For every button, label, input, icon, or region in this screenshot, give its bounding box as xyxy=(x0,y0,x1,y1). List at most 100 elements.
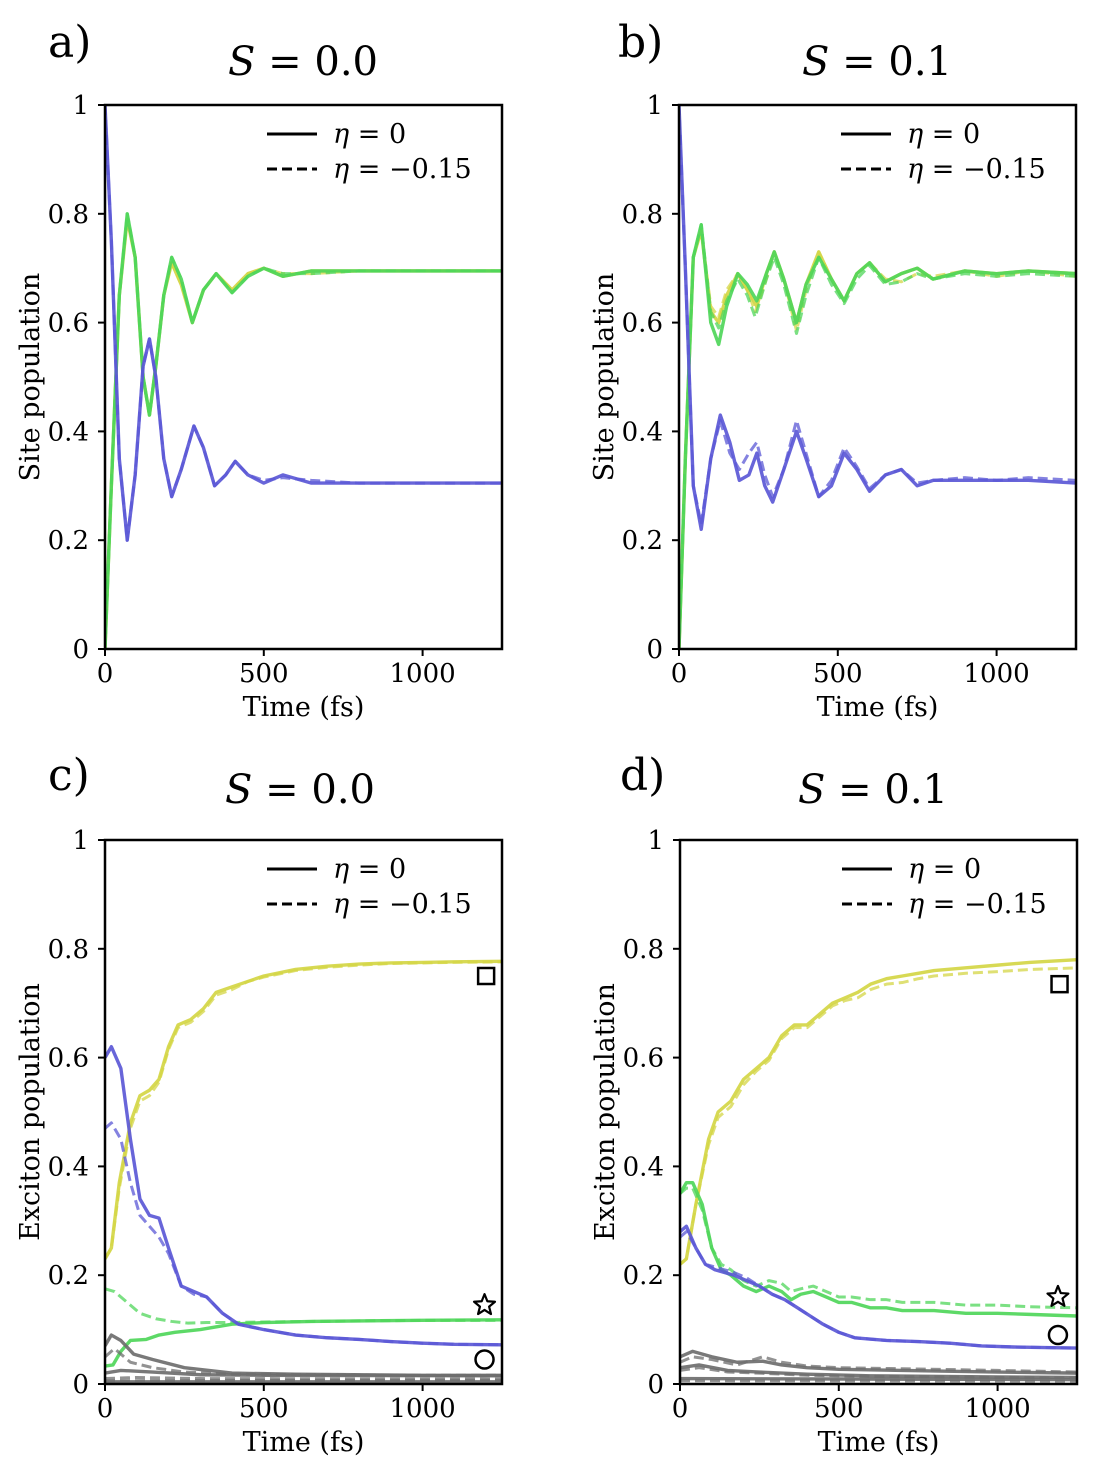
x-axis-label: Time (fs) xyxy=(243,692,365,723)
series-line-green-dashed xyxy=(105,212,502,649)
x-tick-label: 0 xyxy=(97,1394,114,1424)
panel-letter: d) xyxy=(620,750,665,801)
series-group xyxy=(679,105,1076,649)
series-line-gray-solid xyxy=(680,1349,1077,1375)
chart-title: S = 0.1 xyxy=(802,39,952,85)
legend-label: η = −0.15 xyxy=(333,889,472,920)
series-line-blue-solid xyxy=(680,1224,1077,1350)
axes-frame xyxy=(678,838,1079,1386)
legend: η = 0 η = −0.15 xyxy=(842,854,1047,920)
y-tick-label: 0.8 xyxy=(48,935,89,965)
series-line-blue-dashed xyxy=(105,105,502,542)
series-line-yellow-dashed xyxy=(680,966,1077,1266)
panel-letter: c) xyxy=(48,750,90,801)
y-tick-label: 0.2 xyxy=(48,1261,89,1291)
x-tick-label: 500 xyxy=(239,659,289,689)
y-tick-label: 0 xyxy=(72,635,89,665)
x-tick-label: 0 xyxy=(97,659,114,689)
x-tick-label: 0 xyxy=(671,659,688,689)
star-marker xyxy=(1046,1284,1070,1307)
y-tick-label: 0.8 xyxy=(622,200,663,230)
series-line-gray-dashed xyxy=(105,1375,502,1381)
series-group xyxy=(680,957,1077,1383)
panel-letter: a) xyxy=(48,17,91,68)
legend-label: η = −0.15 xyxy=(907,154,1046,185)
chart-title: S = 0.1 xyxy=(798,767,948,813)
series-line-gray-dashed xyxy=(105,1378,502,1383)
legend-label: η = −0.15 xyxy=(908,889,1047,920)
series-line-green-dashed xyxy=(680,1186,1077,1310)
series-line-yellow-dashed xyxy=(679,228,1076,649)
series-line-gray-solid xyxy=(105,1368,502,1378)
series-line-green-solid xyxy=(105,212,502,649)
y-tick-label: 1 xyxy=(646,91,663,121)
x-axis-label: Time (fs) xyxy=(243,1427,365,1458)
axes-frame xyxy=(677,103,1078,651)
y-tick-label: 1 xyxy=(72,91,89,121)
y-tick-label: 0 xyxy=(646,635,663,665)
series-line-green-dashed xyxy=(679,223,1076,649)
y-axis-label: Exciton population xyxy=(15,983,46,1241)
legend-label: η = 0 xyxy=(333,854,406,885)
legend-label: η = 0 xyxy=(333,119,406,150)
y-tick-label: 0.6 xyxy=(622,309,663,339)
y-tick-label: 0.2 xyxy=(622,526,663,556)
chart-panel-b: b) S = 0.1 0 500 1000 0 0.2 0.4 0.6 0.8 1 Time (fs)… xyxy=(589,17,1078,723)
series-group xyxy=(105,105,502,649)
series-line-green-dashed xyxy=(105,1287,502,1325)
legend: η = 0 η = −0.15 xyxy=(841,119,1046,185)
series-line-blue-dashed xyxy=(105,1121,502,1347)
chart-panel-c: c) S = 0.0 0 500 1000 0 0.2 0.4 0.6 0.8 1 Time (fs)… xyxy=(15,750,504,1458)
x-tick-label: 500 xyxy=(813,659,863,689)
series-line-yellow-solid xyxy=(105,959,502,1260)
circle-marker xyxy=(474,1349,495,1370)
y-tick-label: 0 xyxy=(72,1370,89,1400)
axes-frame xyxy=(103,838,504,1386)
series-line-green-solid xyxy=(680,1181,1077,1318)
legend: η = 0 η = −0.15 xyxy=(267,854,472,920)
y-tick-label: 0.8 xyxy=(623,935,664,965)
series-line-yellow-solid xyxy=(680,957,1077,1266)
series-line-gray-solid xyxy=(680,1363,1077,1380)
y-tick-label: 0.2 xyxy=(48,526,89,556)
x-tick-label: 1000 xyxy=(390,1394,456,1424)
series-line-gray-solid xyxy=(680,1376,1077,1382)
x-tick-label: 500 xyxy=(239,1394,289,1424)
series-line-blue-dashed xyxy=(680,1230,1077,1350)
legend-label: η = −0.15 xyxy=(333,154,472,185)
series-line-green-solid xyxy=(679,222,1076,649)
axes-frame xyxy=(103,103,504,651)
series-line-gray-dashed xyxy=(680,1355,1077,1374)
y-tick-label: 1 xyxy=(647,826,664,856)
square-marker xyxy=(1050,974,1069,994)
x-axis-label: Time (fs) xyxy=(818,1427,940,1458)
y-tick-label: 0.8 xyxy=(48,200,89,230)
y-tick-label: 0.4 xyxy=(623,1152,664,1182)
y-tick-label: 0.6 xyxy=(623,1044,664,1074)
series-line-blue-dashed xyxy=(679,105,1076,526)
square-marker xyxy=(476,966,496,986)
x-tick-label: 1000 xyxy=(964,659,1030,689)
x-tick-label: 0 xyxy=(672,1394,689,1424)
chart-panel-d: d) S = 0.1 0 500 1000 0 0.2 0.4 0.6 0.8 1 Time (fs)… xyxy=(590,750,1079,1458)
y-tick-label: 0.6 xyxy=(48,1044,89,1074)
legend: η = 0 η = −0.15 xyxy=(267,119,472,185)
legend-label: η = 0 xyxy=(908,854,981,885)
series-line-gray-dashed xyxy=(680,1366,1077,1380)
chart-panel-a: a) S = 0.0 0 500 1000 0 0.2 0.4 0.6 0.8 1 Time (fs)… xyxy=(15,17,504,723)
x-tick-label: 1000 xyxy=(390,659,456,689)
series-line-blue-solid xyxy=(105,1045,502,1347)
y-tick-label: 0.2 xyxy=(623,1261,664,1291)
y-axis-label: Site population xyxy=(589,273,620,482)
series-line-yellow-dashed xyxy=(105,960,502,1260)
x-tick-label: 1000 xyxy=(965,1394,1031,1424)
series-line-gray-dashed xyxy=(680,1379,1077,1383)
y-tick-label: 0.6 xyxy=(48,309,89,339)
y-tick-label: 1 xyxy=(72,826,89,856)
x-axis-label: Time (fs) xyxy=(817,692,939,723)
series-group xyxy=(105,959,502,1384)
legend-label: η = 0 xyxy=(907,119,980,150)
series-line-yellow-solid xyxy=(679,228,1076,649)
x-tick-label: 500 xyxy=(814,1394,864,1424)
